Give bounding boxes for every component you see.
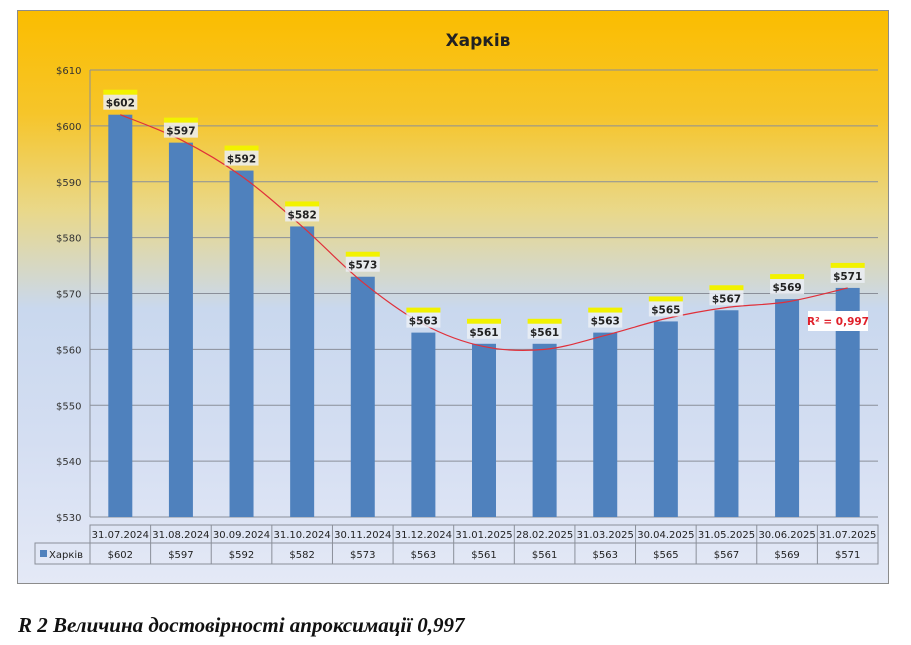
data-label: $563 [591,316,620,328]
label-bg [103,94,138,110]
table-value: $569 [774,550,799,561]
label-highlight [224,145,259,151]
r2-box [808,311,868,331]
category-label: 31.07.2025 [819,530,876,541]
bar [775,299,800,517]
y-tick-label: $610 [56,66,81,77]
data-label: $563 [409,316,438,328]
bar [593,332,618,517]
label-bg [224,150,259,166]
label-highlight [648,296,683,302]
data-label: $567 [712,293,741,305]
data-label: $573 [348,260,377,272]
label-bg [345,256,380,272]
label-highlight [285,201,320,207]
category-label: 30.09.2024 [213,530,270,541]
label-bg [467,323,501,339]
category-label: 31.01.2025 [455,530,512,541]
table-value: $571 [835,550,860,561]
label-highlight [163,117,198,123]
bar [168,142,193,517]
y-tick-label: $600 [56,122,81,133]
table-value: $565 [653,550,678,561]
label-highlight [588,307,623,313]
y-tick-label: $530 [56,513,81,524]
label-bg [830,267,865,283]
category-label: 28.02.2025 [516,530,573,541]
label-bg [770,279,805,295]
label-highlight [345,251,380,257]
r2-label: R² = 0,997 [807,316,869,328]
trendline [120,114,848,352]
data-label: $602 [106,98,135,110]
label-highlight [770,274,805,280]
y-tick-label: $590 [56,178,81,189]
category-label: 31.10.2024 [274,530,331,541]
data-label: $571 [833,271,862,283]
category-label: 30.04.2025 [637,530,694,541]
data-label: $597 [166,126,195,138]
label-highlight [406,307,441,313]
bar [532,343,557,517]
chart-title: Харків [446,31,511,51]
bar [411,332,436,517]
table-value: $597 [168,550,193,561]
data-label: $561 [469,327,498,339]
table-value: $602 [108,550,133,561]
chart-area [17,10,889,584]
caption: R 2 Величина достовірності апроксимації … [18,613,465,637]
label-bg [588,312,623,328]
label-bg [709,290,744,306]
label-highlight [709,285,744,291]
bar [472,343,496,517]
category-label: 30.06.2025 [758,530,815,541]
table-value: $573 [350,550,375,561]
data-label: $561 [530,327,559,339]
category-label: 31.05.2025 [698,530,755,541]
data-label: $565 [651,304,680,316]
label-bg [527,323,562,339]
table-value: $592 [229,550,254,561]
table-data-row [34,542,879,565]
label-highlight [830,262,865,268]
y-tick-label: $580 [56,234,81,245]
category-label: 31.12.2024 [395,530,452,541]
bar [229,170,254,517]
table-value: $567 [714,550,739,561]
label-bg [406,312,441,328]
category-label: 30.11.2024 [334,530,391,541]
bar [714,310,739,517]
data-label: $582 [288,209,317,221]
legend-swatch [40,550,47,557]
table-value: $561 [471,550,496,561]
label-highlight [527,318,562,324]
table-value: $563 [593,550,618,561]
data-label: $592 [227,154,256,166]
table-value: $561 [532,550,557,561]
table-value: $563 [411,550,436,561]
category-label: 31.03.2025 [577,530,634,541]
label-bg [285,206,320,222]
bar [290,226,315,517]
category-label: 31.08.2024 [152,530,209,541]
bar [653,321,678,517]
y-tick-label: $560 [56,345,81,356]
table-value: $582 [289,550,314,561]
label-bg [648,301,683,317]
category-label: 31.07.2024 [92,530,149,541]
label-highlight [467,318,501,324]
label-highlight [103,89,138,95]
y-tick-label: $540 [56,457,81,468]
bar [108,114,133,517]
chart-svg: Харків $530 $540 $550 $560 $570 $580 $590 $600 $… [34,31,879,565]
legend-label: Харків [49,549,83,561]
y-tick-label: $570 [56,290,81,301]
bar [350,276,375,517]
y-tick-label: $550 [56,401,81,412]
label-bg [163,122,198,138]
data-label: $569 [772,282,801,294]
